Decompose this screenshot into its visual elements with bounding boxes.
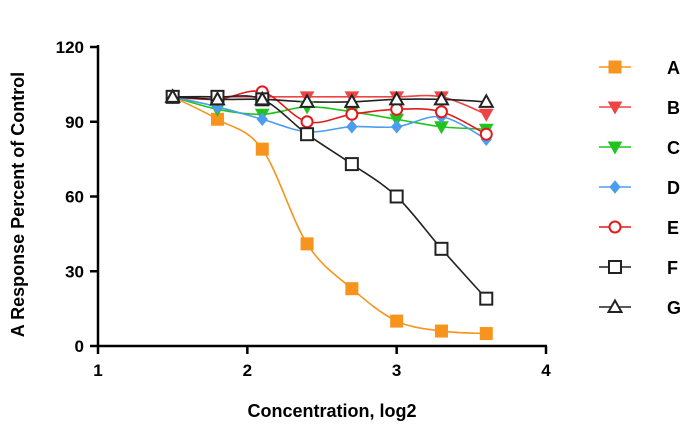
point-g <box>478 93 495 108</box>
legend-label-c: C <box>667 138 680 158</box>
axes: 0 30 60 90 120 1 2 3 4 <box>56 38 552 380</box>
legend-label-f: F <box>667 258 678 278</box>
x-tick-label: 3 <box>392 361 401 380</box>
x-tick-label: 4 <box>541 361 551 380</box>
point-g <box>343 93 361 108</box>
x-axis-title: Concentration, log2 <box>247 401 416 421</box>
legend-marker-b <box>607 101 623 115</box>
point-e <box>300 115 314 129</box>
y-tick-label: 120 <box>56 38 84 57</box>
legend-label-a: A <box>667 58 680 78</box>
point-d <box>256 112 268 127</box>
point-f <box>434 241 449 256</box>
point-f <box>300 127 315 142</box>
y-tick-label: 90 <box>65 113 84 132</box>
legend-marker-g <box>606 298 624 313</box>
point-g <box>388 90 405 106</box>
y-tick-label: 60 <box>65 188 84 207</box>
point-e <box>345 107 359 121</box>
point-g <box>164 88 181 103</box>
legend-marker-d <box>609 180 621 194</box>
legend-marker-e <box>608 220 622 234</box>
point-f <box>344 157 359 172</box>
point-g <box>254 90 271 106</box>
x-tick-label: 2 <box>243 361 252 380</box>
point-f <box>479 291 494 306</box>
y-tick-label: 0 <box>75 337 84 356</box>
x-tick-label: 1 <box>93 361 102 380</box>
point-a <box>345 282 359 296</box>
point-a <box>255 142 269 156</box>
data-points <box>164 85 495 341</box>
point-a <box>434 324 448 338</box>
point-f <box>389 189 404 204</box>
legend-marker-f <box>608 260 622 274</box>
point-b <box>478 108 494 122</box>
point-a <box>479 327 493 341</box>
point-e <box>479 127 493 141</box>
point-d <box>391 119 403 134</box>
legend-label-d: D <box>667 178 680 198</box>
y-axis-title: A Response Percent of Control <box>8 72 28 337</box>
legend-label-g: G <box>667 298 681 318</box>
legend-label-b: B <box>667 98 680 118</box>
point-g <box>209 90 226 106</box>
point-a <box>390 314 404 328</box>
legend-marker-c <box>607 141 623 155</box>
point-e <box>434 105 448 119</box>
point-g <box>433 90 450 106</box>
point-a <box>300 237 314 251</box>
point-e <box>390 102 404 116</box>
point-g <box>298 93 316 108</box>
curve-a <box>172 96 487 335</box>
legend-label-e: E <box>667 218 679 238</box>
legend-marker-a <box>608 60 622 74</box>
point-d <box>346 119 358 134</box>
y-tick-label: 30 <box>65 262 84 281</box>
